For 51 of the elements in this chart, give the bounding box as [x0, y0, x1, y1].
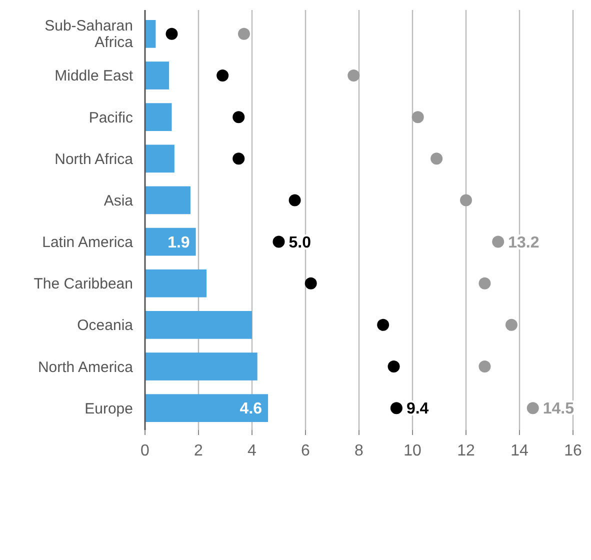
point	[377, 318, 390, 331]
point	[505, 318, 518, 331]
x-tick-label: 2	[194, 442, 204, 460]
data-label: 5.0	[288, 234, 312, 252]
point	[348, 70, 360, 82]
bar	[145, 186, 190, 214]
point	[478, 360, 491, 372]
point	[526, 402, 539, 414]
point	[238, 28, 250, 40]
data-label: 9.4	[406, 400, 429, 418]
bar	[145, 311, 252, 339]
data-label: 4.6	[240, 400, 262, 418]
point	[390, 402, 402, 414]
point	[232, 152, 245, 165]
x-tick-label: 0	[140, 442, 150, 460]
y-tick-label: Latin America	[42, 234, 134, 252]
y-tick-label: Oceania	[77, 317, 134, 334]
point	[460, 194, 472, 206]
point	[166, 28, 178, 40]
bar	[145, 103, 172, 131]
y-tick-label: The Caribbean	[34, 276, 133, 293]
x-tick-label: 10	[404, 442, 422, 460]
x-tick-label: 16	[564, 442, 582, 460]
point	[272, 236, 285, 248]
point	[412, 111, 424, 124]
y-tick-label: Europe	[84, 400, 133, 418]
x-tick-label: 6	[301, 442, 310, 460]
point	[430, 152, 443, 165]
point	[304, 277, 317, 290]
bar	[145, 352, 258, 380]
y-tick-label: Asia	[104, 192, 134, 210]
bar	[145, 62, 170, 90]
x-tick-label: 12	[457, 442, 475, 460]
data-label: 1.9	[168, 234, 190, 252]
point	[492, 236, 504, 248]
point	[478, 277, 491, 290]
point	[388, 360, 400, 372]
x-tick-label: 14	[510, 442, 528, 460]
bar	[145, 394, 268, 422]
point	[232, 111, 245, 124]
y-tick-label: Pacific	[88, 109, 134, 126]
y-tick-label: North Africa	[54, 150, 134, 168]
x-tick-label: 8	[354, 442, 364, 460]
y-tick-label: Middle East	[54, 68, 134, 85]
point	[288, 194, 301, 206]
y-tick-label: Sub-Saharan Africa	[44, 18, 134, 52]
bar	[145, 269, 207, 298]
x-tick-label: 4	[248, 442, 257, 460]
point	[216, 70, 229, 82]
bar	[145, 144, 174, 173]
y-tick-label: North America	[38, 358, 134, 376]
